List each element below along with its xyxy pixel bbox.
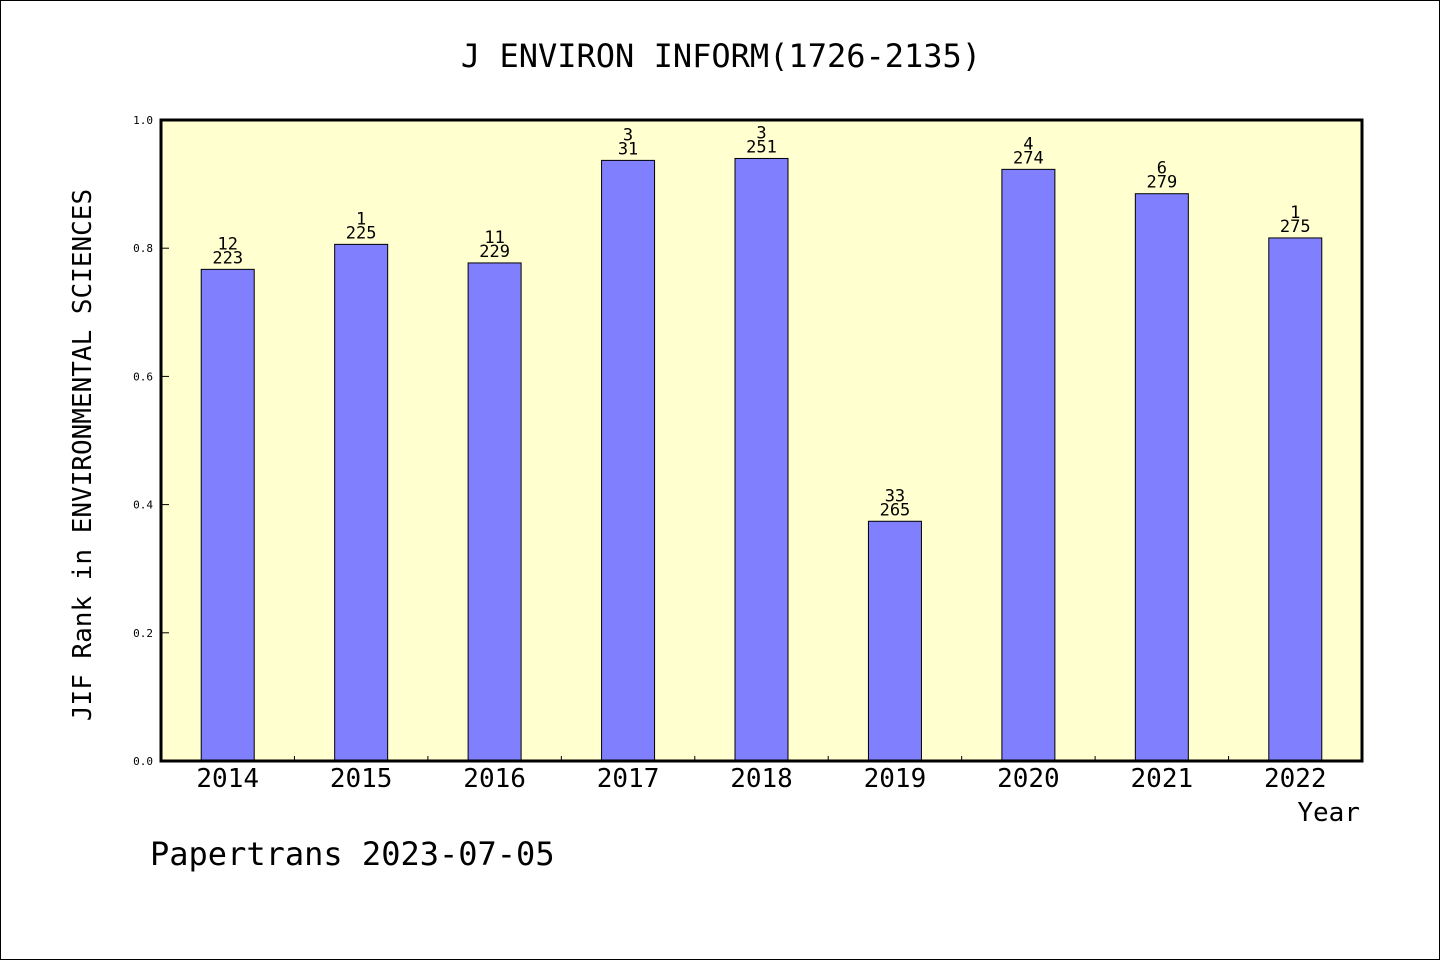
x-tick-label-2017: 2017 (597, 764, 660, 794)
bar-label-rank-2017: 3 (623, 125, 633, 145)
bar-label-rank-2022: 1 (1290, 203, 1300, 223)
x-tick-label-2015: 2015 (330, 764, 393, 794)
bar-label-total-2017: 31 (618, 139, 638, 159)
x-tick-label-2022: 2022 (1264, 764, 1327, 794)
bar-label-total-2018: 251 (746, 137, 777, 157)
bar-2014 (200, 268, 255, 762)
x-tick-label-2020: 2020 (997, 764, 1060, 794)
bar-2022 (1268, 237, 1323, 762)
bar-label-total-2021: 279 (1146, 173, 1177, 193)
chart-title: J ENVIRON INFORM(1726-2135) (461, 37, 981, 75)
bar-2019 (867, 520, 922, 762)
y-tick-label-0.0: 0.0 (133, 755, 153, 768)
bar-label-total-2015: 225 (346, 223, 377, 243)
bar-2016 (467, 262, 522, 762)
y-tick-label-0.4: 0.4 (133, 499, 153, 512)
bar-2021 (1134, 193, 1189, 762)
x-tick-label-2018: 2018 (730, 764, 793, 794)
y-axis: 0.0 0.2 0.4 0.6 0.8 1.0 (133, 114, 169, 768)
bar-label-rank-2016: 11 (484, 228, 504, 248)
x-tick-label-2014: 2014 (196, 764, 259, 794)
bar-label-rank-2018: 3 (756, 123, 766, 143)
x-axis-label: Year (1297, 798, 1360, 828)
y-tick-label-0.2: 0.2 (133, 627, 153, 640)
x-tick-label-2021: 2021 (1131, 764, 1194, 794)
bar-label-rank-2014: 12 (217, 234, 237, 254)
footer-text: Papertrans 2023-07-05 (150, 835, 555, 873)
x-tick-label-2019: 2019 (864, 764, 927, 794)
bar-label-total-2014: 223 (212, 248, 243, 268)
y-tick-label-0.8: 0.8 (133, 242, 153, 255)
bar-label-rank-2020: 4 (1023, 134, 1033, 154)
bar-2015 (334, 243, 389, 762)
bar-label-rank-2019: 33 (885, 486, 905, 506)
x-axis: 2014 2015 2016 2017 2018 2019 2020 2021 2022 (196, 756, 1327, 794)
plot-border (159, 118, 1364, 763)
bar-label-total-2019: 265 (880, 500, 911, 520)
y-tick-label-0.6: 0.6 (133, 370, 153, 383)
y-axis-label: JIF Rank in ENVIRONMENTAL SCIENCES (68, 189, 98, 721)
bar-2017 (601, 159, 656, 762)
x-tick-label-2016: 2016 (463, 764, 526, 794)
bar-label-total-2016: 229 (479, 242, 510, 262)
bars-group (200, 157, 1323, 762)
y-tick-label-1.0: 1.0 (133, 114, 153, 127)
bar-label-rank-2015: 1 (356, 209, 366, 229)
bar-2020 (1001, 168, 1056, 762)
bar-label-rank-2021: 6 (1157, 159, 1167, 179)
bar-label-total-2022: 275 (1280, 217, 1311, 237)
bar-label-total-2020: 274 (1013, 148, 1044, 168)
bar-2018 (734, 157, 789, 762)
